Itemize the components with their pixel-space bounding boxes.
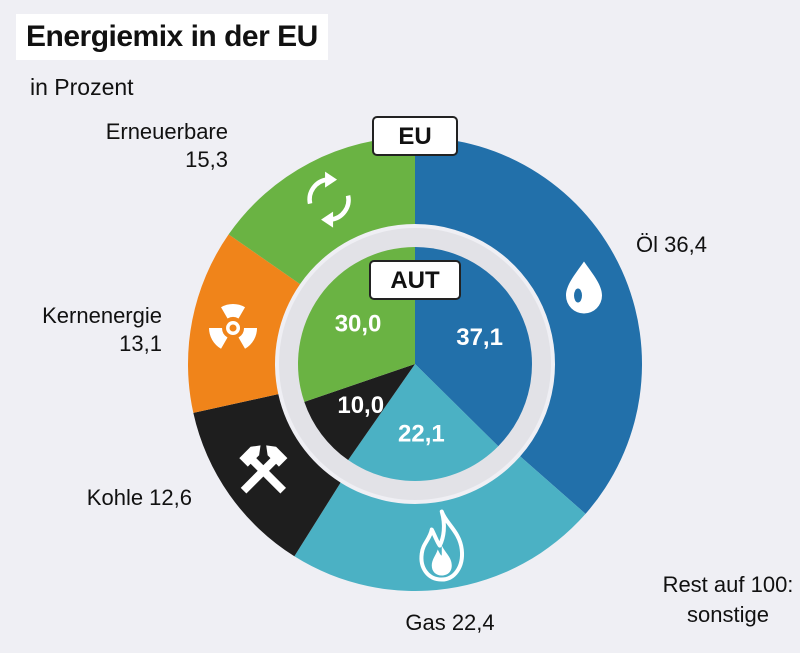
aut-label-oel: 37,1: [456, 324, 503, 351]
eu-label-erneuerbare-line2: 15,3: [185, 147, 228, 172]
oil-drop-icon: [566, 261, 603, 314]
footnote-line-1: Rest auf 100:: [663, 572, 794, 597]
aut-label-gas: 22,1: [398, 421, 445, 448]
svg-text:AUT: AUT: [390, 267, 440, 294]
eu-label-oel: Öl 36,4: [636, 232, 707, 257]
svg-text:EU: EU: [398, 123, 431, 150]
flame-icon: [419, 509, 464, 582]
chart-subtitle: in Prozent: [30, 74, 134, 100]
footnote-line-2: sonstige: [687, 602, 769, 627]
eu-label-kernenergie-line2: 13,1: [119, 331, 162, 356]
eu-label-erneuerbare-line1: Erneuerbare: [106, 119, 228, 144]
eu-slice-kernenergie: [188, 234, 301, 413]
eu-label-kohle: Kohle 12,6: [87, 485, 192, 510]
eu-label-kernenergie-line1: Kernenergie: [42, 303, 162, 328]
ring-label-aut: AUT: [369, 260, 461, 300]
aut-label-erneuerbare: 30,0: [335, 310, 382, 337]
eu-slice-erneuerbare: [228, 137, 415, 285]
radiation-icon: [209, 304, 258, 349]
recycle-icon: [307, 171, 351, 228]
eu-slice-oel: [415, 137, 642, 514]
aut-slice-kohle: [304, 364, 415, 461]
eu-slice-gas: [294, 456, 586, 591]
crossed-hammers-icon: [239, 445, 288, 494]
chart-title: Energiemix in der EU: [16, 14, 328, 60]
aut-slice-gas: [348, 364, 499, 481]
aut-label-kohle: 10,0: [337, 392, 384, 419]
ring-label-eu: EU: [372, 116, 458, 156]
eu-label-gas: Gas 22,4: [405, 610, 494, 635]
